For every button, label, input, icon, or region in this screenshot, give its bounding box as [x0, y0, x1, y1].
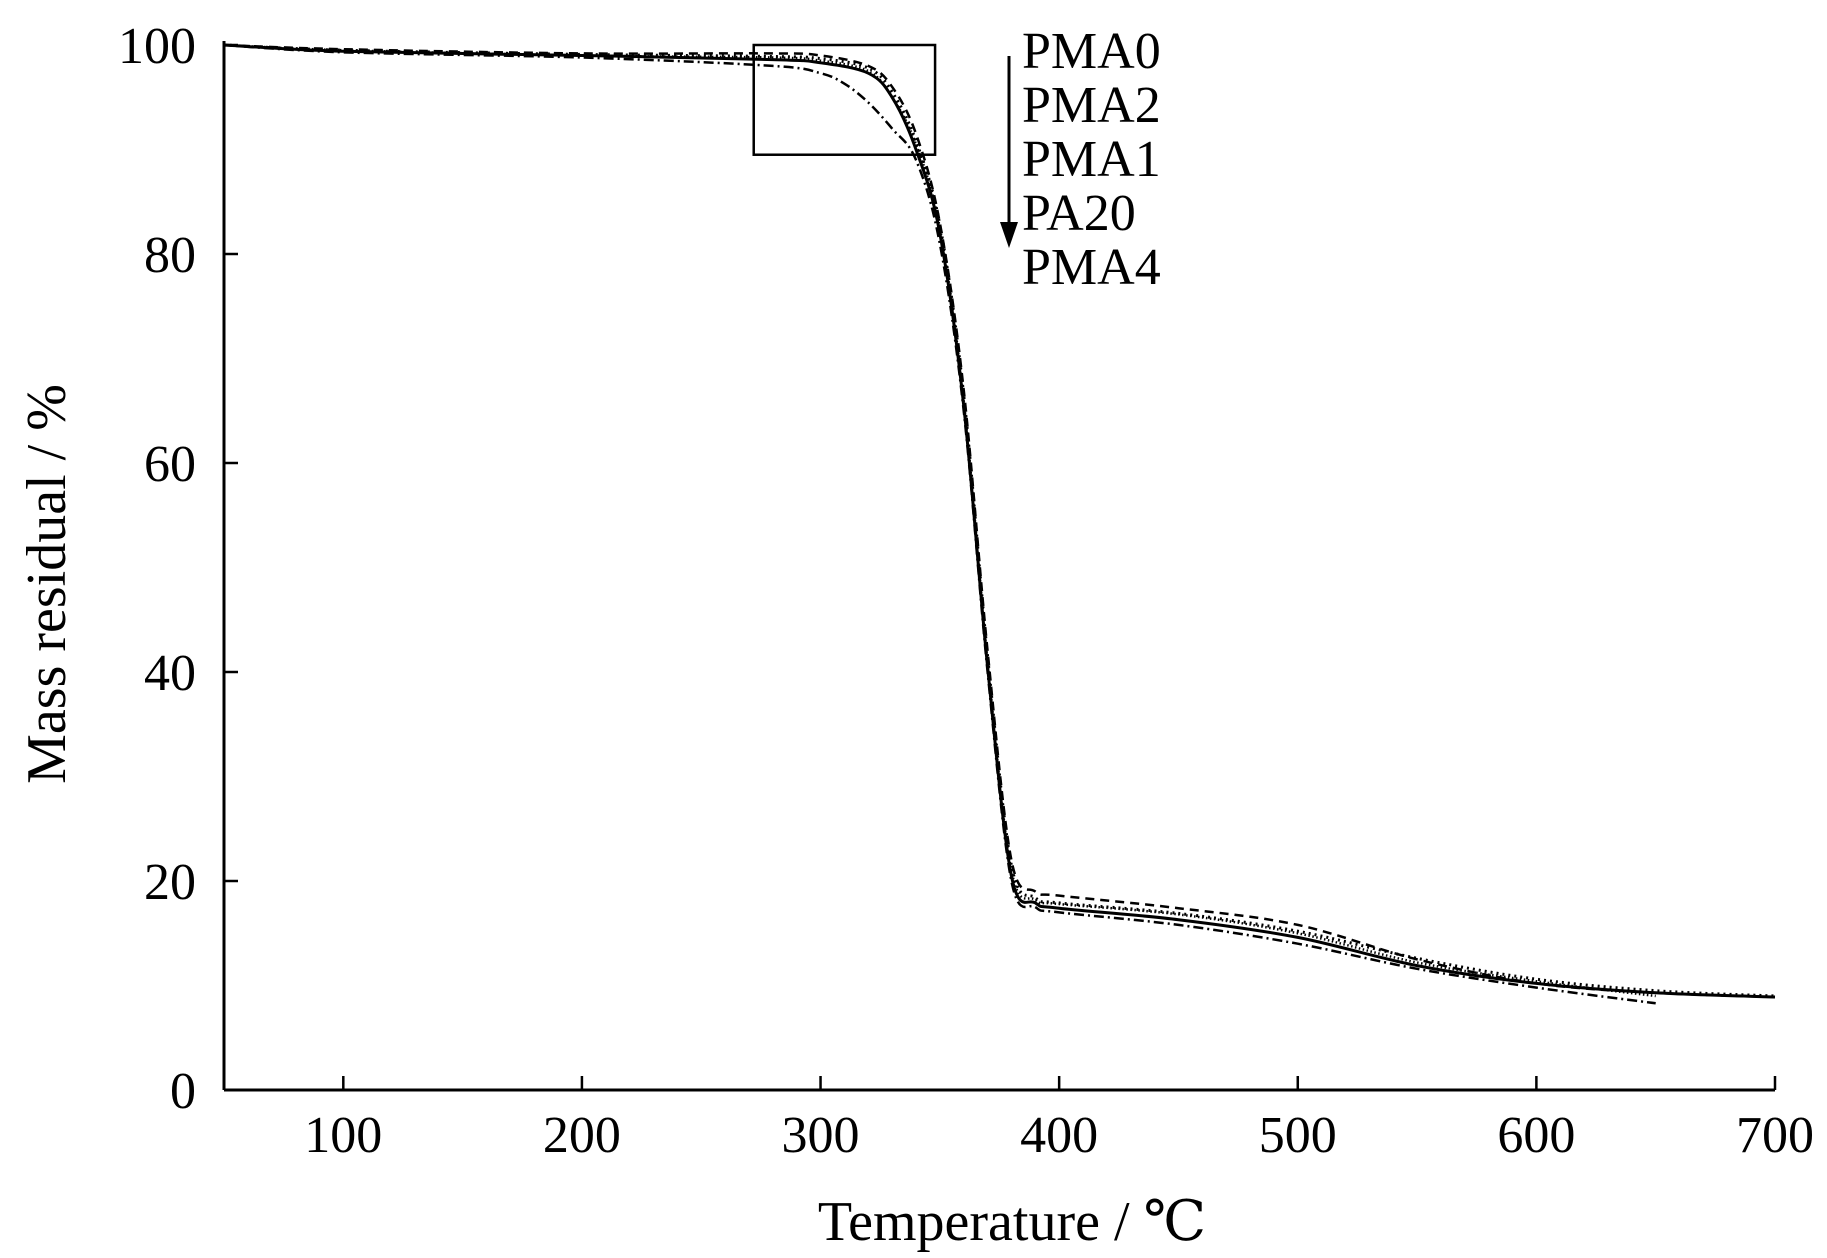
x-tick-label: 400	[1020, 1107, 1098, 1164]
legend-label-pma0: PMA0	[1022, 23, 1161, 80]
series-line-pma1	[223, 43, 1776, 999]
series-layer	[223, 43, 1776, 1005]
x-tick-label: 600	[1497, 1107, 1575, 1164]
y-axis-title: Mass residual / %	[16, 384, 78, 784]
series-line-pma2	[223, 43, 1656, 998]
y-tick-label: 40	[144, 645, 196, 702]
x-axis-title: Temperature / ℃	[818, 1191, 1206, 1253]
zoom-box	[752, 43, 937, 156]
y-tick-label: 100	[118, 18, 196, 75]
down-arrow-icon	[1000, 222, 1018, 248]
y-tick-label: 80	[144, 227, 196, 284]
x-tick-label: 700	[1736, 1107, 1814, 1164]
x-tick-label: 500	[1259, 1107, 1337, 1164]
plot-area	[222, 41, 1775, 1092]
legend-label-pma1: PMA1	[1022, 131, 1161, 188]
y-tick-label: 60	[144, 436, 196, 493]
series-line-pma4	[223, 43, 1656, 1005]
legend-label-pa20: PA20	[1022, 185, 1136, 242]
ticks-layer: 100 200 300 400 500 600 700 0 20 40 60 80 100	[118, 18, 1814, 1164]
series-line-pma0	[223, 43, 1776, 999]
y-tick-label: 20	[144, 854, 196, 911]
y-tick-label: 0	[170, 1063, 196, 1120]
legend-label-pma4: PMA4	[1022, 239, 1161, 296]
x-tick-label: 100	[304, 1107, 382, 1164]
x-tick-label: 200	[543, 1107, 621, 1164]
x-tick-label: 300	[782, 1107, 860, 1164]
legend-label-pma2: PMA2	[1022, 77, 1161, 134]
series-line-pa20	[223, 43, 1776, 998]
